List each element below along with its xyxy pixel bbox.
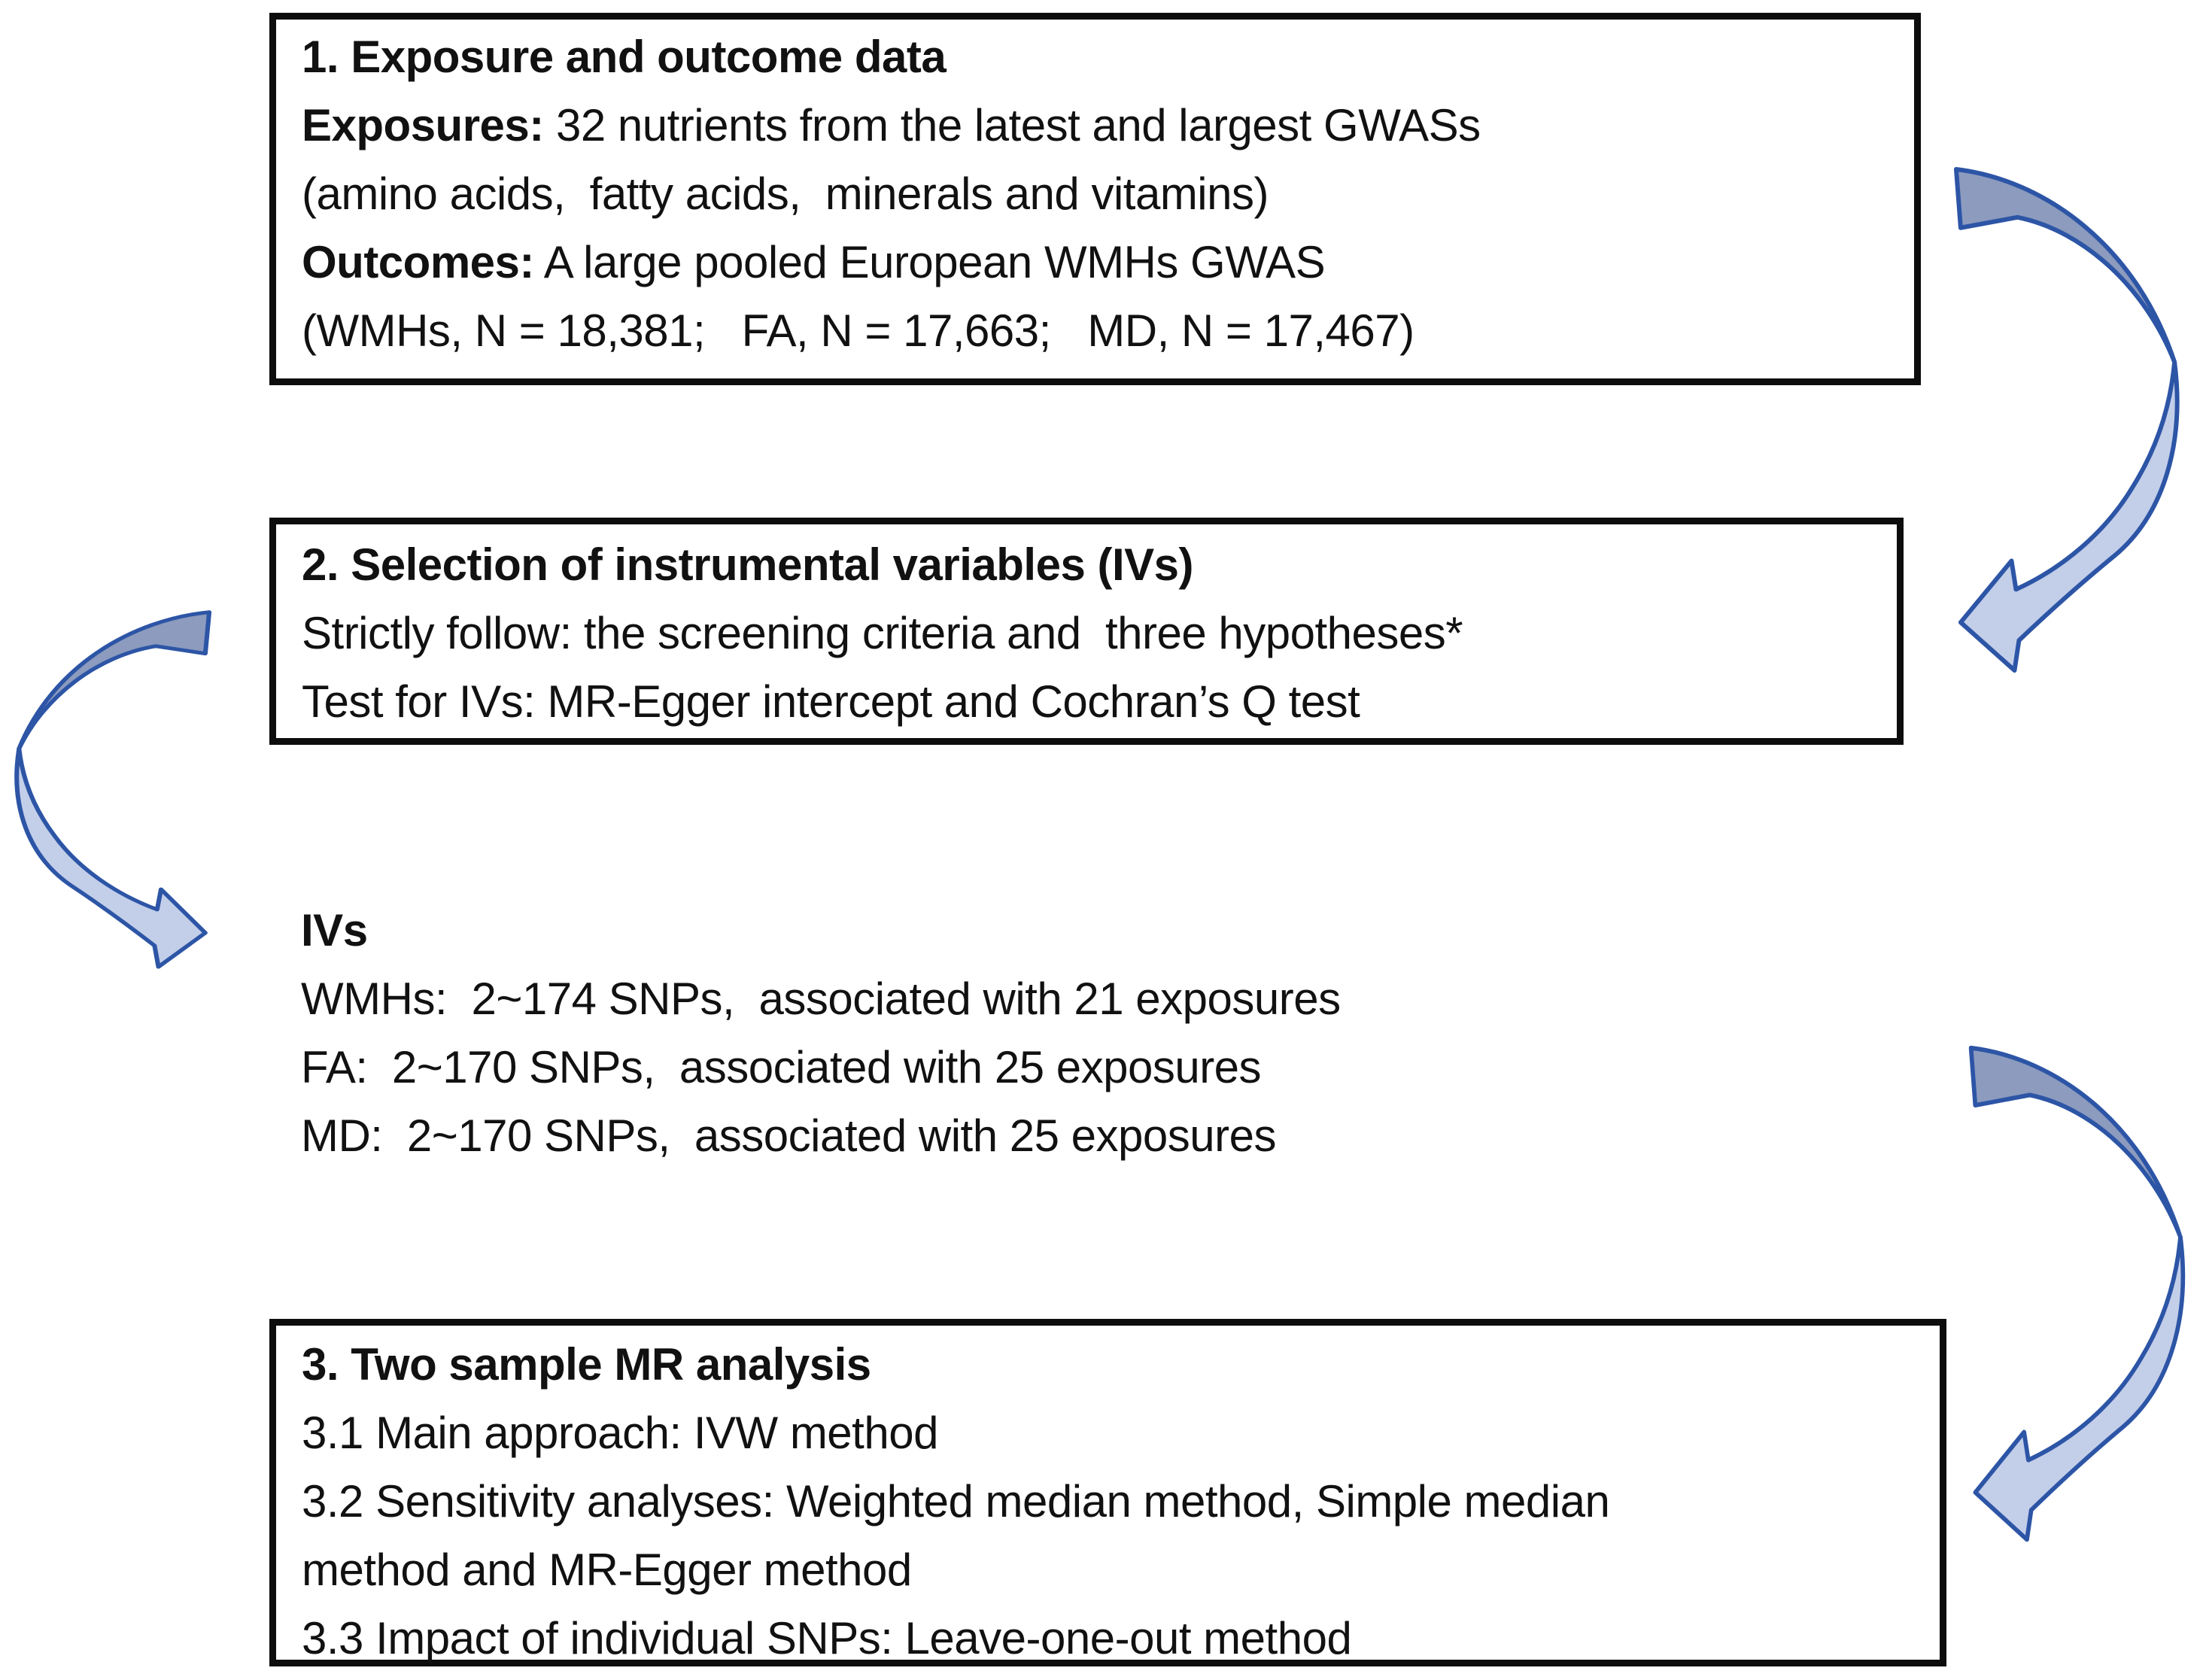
curved-arrow-box3-to-box4-icon	[1968, 1045, 2186, 1542]
arrow1-light-ribbon-with-head	[1958, 360, 2180, 673]
curved-arrow-box1-to-box2-icon	[1953, 166, 2180, 673]
arrow2-light-ribbon-with-head	[14, 746, 208, 969]
box3-line-fa: FA: 2~170 SNPs, associated with 25 expos…	[301, 1042, 1262, 1092]
arrow1-dark-ribbon	[1953, 166, 2177, 365]
box4-line-main-approach: 3.1 Main approach: IVW method	[302, 1408, 938, 1458]
arrow2-dark-ribbon	[17, 610, 212, 751]
box1-line-outcomes: Outcomes: A large pooled European WMHs G…	[302, 237, 1326, 287]
box-ivs-result: IVs WMHs: 2~174 SNPs, associated with 21…	[271, 884, 1934, 1181]
box4-line-sensitivity-2: method and MR-Egger method	[302, 1545, 912, 1595]
box2-title: 2. Selection of instrumental variables (…	[302, 539, 1194, 590]
box4-title: 3. Two sample MR analysis	[302, 1339, 871, 1390]
box1-title: 1. Exposure and outcome data	[302, 32, 947, 82]
box3-line-wmhs: WMHs: 2~174 SNPs, associated with 21 exp…	[301, 974, 1341, 1024]
arrow3-dark-ribbon	[1968, 1045, 2183, 1240]
box3-title: IVs	[301, 905, 368, 955]
box1-line-exposure-types: (amino acids, fatty acids, minerals and …	[302, 169, 1269, 219]
box1-line-exposures: Exposures: 32 nutrients from the latest …	[302, 100, 1481, 150]
box4-line-sensitivity-1: 3.2 Sensitivity analyses: Weighted media…	[302, 1476, 1610, 1527]
curved-arrow-box2-to-box3-icon	[14, 610, 212, 969]
box1-line-sample-sizes: (WMHs, N = 18,381; FA, N = 17,663; MD, N…	[302, 305, 1414, 356]
box4-line-leave-one-out: 3.3 Impact of individual SNPs: Leave-one…	[302, 1613, 1352, 1663]
box-two-sample-mr-analysis: 3. Two sample MR analysis 3.1 Main appro…	[269, 1319, 1946, 1666]
box2-line-tests: Test for IVs: MR-Egger intercept and Coc…	[302, 676, 1360, 727]
arrow3-light-ribbon-with-head	[1973, 1235, 2186, 1542]
box-exposure-outcome-data: 1. Exposure and outcome data Exposures: …	[269, 13, 1921, 385]
box2-line-screening: Strictly follow: the screening criteria …	[302, 608, 1463, 658]
box3-line-md: MD: 2~170 SNPs, associated with 25 expos…	[301, 1110, 1277, 1161]
box-selection-of-ivs: 2. Selection of instrumental variables (…	[269, 518, 1904, 745]
